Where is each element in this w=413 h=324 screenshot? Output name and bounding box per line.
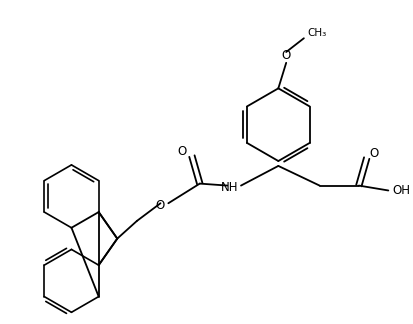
Text: CH₃: CH₃ bbox=[307, 28, 326, 38]
Text: NH: NH bbox=[220, 181, 237, 194]
Text: OH: OH bbox=[391, 184, 409, 197]
Text: O: O bbox=[369, 147, 378, 160]
Text: O: O bbox=[155, 199, 164, 212]
Text: O: O bbox=[177, 145, 187, 158]
Text: O: O bbox=[281, 49, 290, 62]
